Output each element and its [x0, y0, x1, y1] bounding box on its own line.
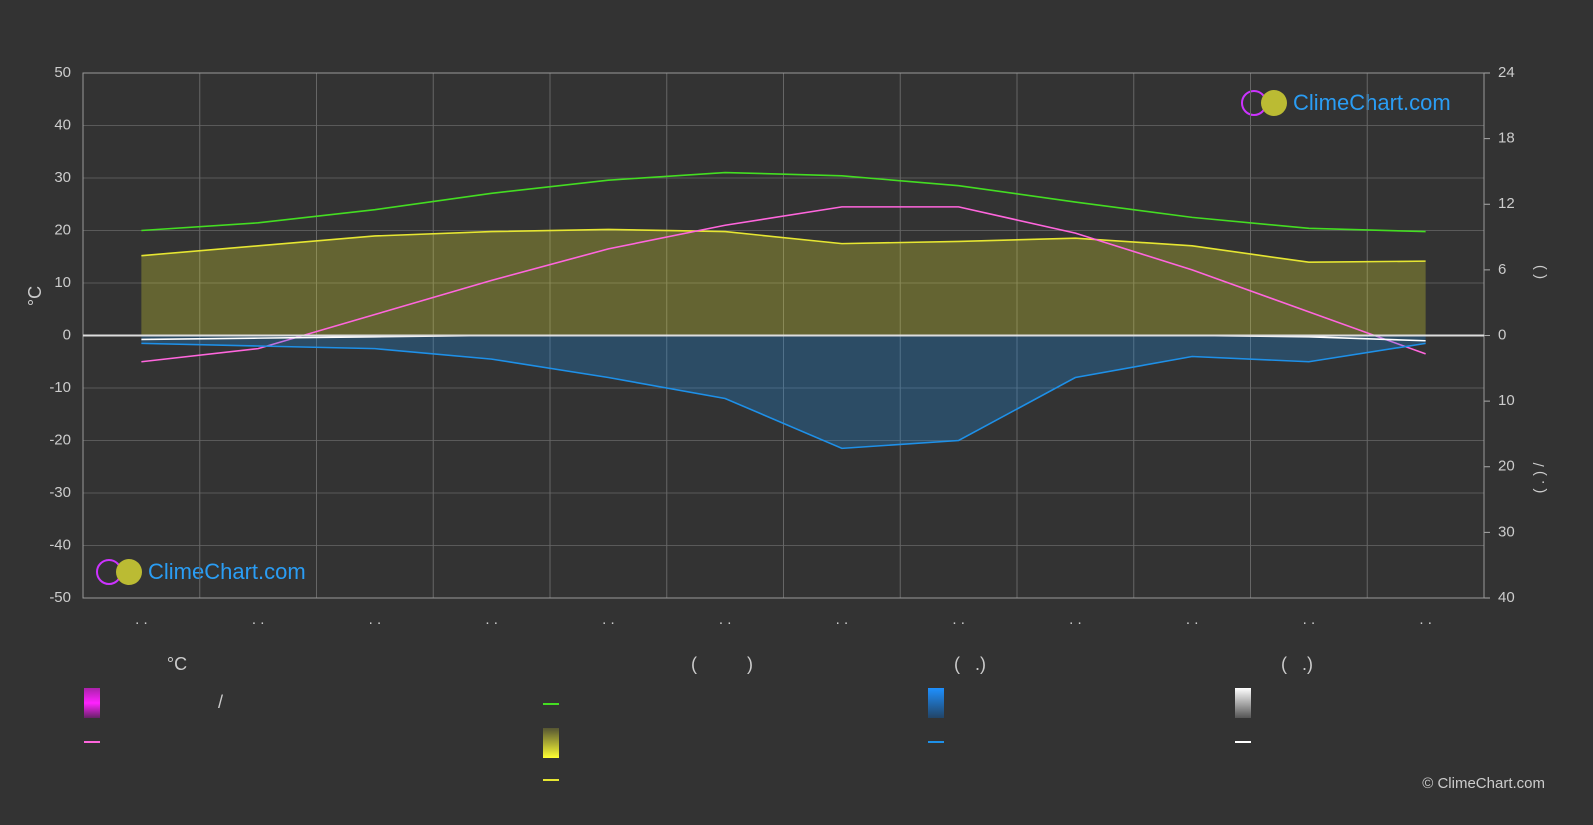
legend-separator: / [218, 692, 223, 712]
area [141, 229, 1426, 336]
y-tick-label: -50 [49, 589, 71, 606]
y2-tick-label: 12 [1498, 195, 1515, 212]
y-tick-label: 0 [63, 326, 71, 343]
legend-swatch [928, 688, 944, 718]
x-tick-label: . . [719, 611, 732, 628]
y3-tick-label: 10 [1498, 392, 1515, 409]
y2-tick-label: 18 [1498, 130, 1515, 147]
y3-tick-label: 30 [1498, 523, 1515, 540]
logo-top: ClimeChart.com [1241, 90, 1451, 116]
logo-text: ClimeChart.com [148, 559, 306, 584]
y3-tick-label: 40 [1498, 589, 1515, 606]
y-tick-label: -40 [49, 536, 71, 553]
logo-sun [116, 559, 142, 585]
y-tick-label: -30 [49, 484, 71, 501]
y-tick-label: -10 [49, 379, 71, 396]
line [141, 228, 1426, 264]
y-tick-label: -20 [49, 431, 71, 448]
x-tick-label: . . [1186, 611, 1199, 628]
y-tick-label: 20 [54, 221, 71, 238]
legend-header: °C [167, 654, 187, 674]
x-tick-label: . . [1419, 611, 1432, 628]
y2-tick-label: 6 [1498, 261, 1506, 278]
y-tick-label: 50 [54, 64, 71, 81]
x-tick-label: . . [135, 611, 148, 628]
logo-text: ClimeChart.com [1293, 90, 1451, 115]
line [141, 342, 1426, 450]
line [141, 171, 1426, 233]
y-tick-label: 40 [54, 116, 71, 133]
logo-bottom: ClimeChart.com [96, 559, 306, 585]
legend-swatch [1235, 688, 1251, 718]
x-tick-label: . . [1303, 611, 1316, 628]
x-tick-label: . . [952, 611, 965, 628]
x-tick-label: . . [1069, 611, 1082, 628]
y3-tick-label: 20 [1498, 458, 1515, 475]
y2-axis-label: ( ) [1531, 265, 1548, 279]
line [141, 206, 1426, 363]
y-axis-label: °C [25, 286, 45, 306]
y-tick-label: 10 [54, 274, 71, 291]
x-tick-label: . . [836, 611, 849, 628]
plot: -50 -40 -30 -20 -10 0 10 20 30 40 50 . . . . . . . . . … [49, 64, 1514, 628]
legend-swatch [543, 728, 559, 758]
legend: °C ( ) ( .) ( .) / [84, 654, 1313, 758]
x-tick-label: . . [485, 611, 498, 628]
y2-tick-label: 0 [1498, 326, 1506, 343]
logo-sun [1261, 90, 1287, 116]
area [141, 335, 1426, 449]
legend-header: ( ) [691, 654, 753, 674]
legend-header: ( .) [954, 654, 986, 674]
x-tick-label: . . [369, 611, 382, 628]
y3-axis-label: ( . ) / [1531, 462, 1548, 494]
y2-tick-label: 24 [1498, 64, 1515, 81]
legend-swatch [84, 688, 100, 718]
copyright: © ClimeChart.com [1422, 775, 1545, 792]
legend-header: ( .) [1281, 654, 1313, 674]
y-tick-label: 30 [54, 169, 71, 186]
x-tick-label: . . [252, 611, 265, 628]
x-tick-label: . . [602, 611, 615, 628]
